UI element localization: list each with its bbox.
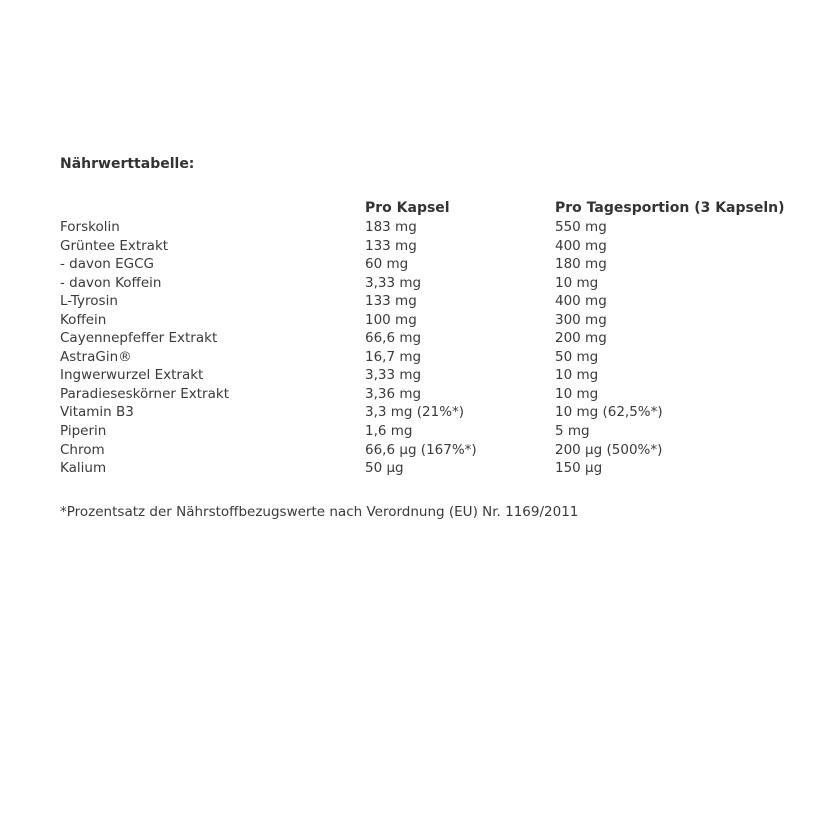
table-row: Vitamin B3 3,3 mg (21%*) 10 mg (62,5%*)	[60, 403, 820, 422]
nutrient-name: Chrom	[60, 441, 105, 458]
nutrient-name: Koffein	[60, 311, 107, 328]
table-row: Ingwerwurzel Extrakt 3,33 mg 10 mg	[60, 366, 820, 385]
table-row: - davon EGCG 60 mg 180 mg	[60, 255, 820, 274]
per-capsule-value: 100 mg	[365, 311, 417, 328]
nutrient-name: Piperin	[60, 423, 107, 440]
per-day-value: 10 mg	[555, 367, 599, 384]
per-capsule-value: 3,33 mg	[365, 274, 422, 291]
nutrient-name: Forskolin	[60, 219, 120, 235]
table-row: L-Tyrosin 133 mg 400 mg	[60, 292, 820, 311]
per-day-value: 10 mg (62,5%*)	[555, 404, 663, 421]
nutrient-name: Paradieseskörner Extrakt	[60, 385, 229, 402]
nutrient-name: - davon Koffein	[60, 274, 162, 291]
table-row: Piperin 1,6 mg 5 mg	[60, 422, 820, 441]
per-day-value: 50 mg	[555, 348, 599, 365]
per-capsule-value: 66,6 µg (167%*)	[365, 441, 477, 458]
per-day-value: 5 mg	[555, 423, 590, 440]
table-row: Paradieseskörner Extrakt 3,36 mg 10 mg	[60, 385, 820, 404]
per-day-value: 300 mg	[555, 311, 607, 328]
per-capsule-value: 50 µg	[365, 460, 404, 477]
column-header-per-capsule: Pro Kapsel	[365, 200, 450, 216]
nutrient-name: L-Tyrosin	[60, 293, 118, 310]
nutrient-name: - davon EGCG	[60, 256, 154, 273]
per-capsule-value: 3,3 mg (21%*)	[365, 404, 465, 421]
table-row: - davon Koffein 3,33 mg 10 mg	[60, 274, 820, 293]
nutrient-name: Kalium	[60, 460, 107, 477]
per-day-value: 10 mg	[555, 274, 599, 291]
per-day-value: 200 mg	[555, 330, 607, 347]
per-day-value: 550 mg	[555, 219, 607, 235]
nutrient-name: AstraGin®	[60, 348, 132, 365]
nutrient-name: Cayennepfeffer Extrakt	[60, 330, 218, 347]
nutrient-name: Ingwerwurzel Extrakt	[60, 367, 204, 384]
nutrition-table: Forskolin 183 mg 550 mg Grüntee Extrakt 133 …	[60, 218, 820, 478]
per-capsule-value: 133 mg	[365, 237, 417, 254]
nutrient-name: Vitamin B3	[60, 404, 134, 421]
per-capsule-value: 183 mg	[365, 219, 417, 235]
table-row: Chrom 66,6 µg (167%*) 200 µg (500%*)	[60, 441, 820, 460]
nutrient-name: Grüntee Extrakt	[60, 237, 169, 254]
table-row: AstraGin® 16,7 mg 50 mg	[60, 348, 820, 367]
table-title: Nährwerttabelle:	[60, 156, 195, 172]
table-row: Cayennepfeffer Extrakt 66,6 mg 200 mg	[60, 329, 820, 348]
per-day-value: 400 mg	[555, 293, 607, 310]
per-capsule-value: 16,7 mg	[365, 348, 422, 365]
per-capsule-value: 66,6 mg	[365, 330, 422, 347]
per-day-value: 10 mg	[555, 385, 599, 402]
table-row: Forskolin 183 mg 550 mg	[60, 218, 820, 237]
table-row: Grüntee Extrakt 133 mg 400 mg	[60, 237, 820, 256]
footnote: *Prozentsatz der Nährstoffbezugswerte na…	[60, 504, 579, 520]
per-day-value: 400 mg	[555, 237, 607, 254]
per-capsule-value: 133 mg	[365, 293, 417, 310]
per-day-value: 200 µg (500%*)	[555, 441, 663, 458]
table-row: Kalium 50 µg 150 µg	[60, 459, 820, 478]
per-capsule-value: 3,36 mg	[365, 385, 422, 402]
per-capsule-value: 60 mg	[365, 256, 409, 273]
per-day-value: 180 mg	[555, 256, 607, 273]
per-capsule-value: 3,33 mg	[365, 367, 422, 384]
column-header-per-day: Pro Tagesportion (3 Kapseln)	[555, 200, 785, 216]
per-day-value: 150 µg	[555, 460, 603, 477]
per-capsule-value: 1,6 mg	[365, 423, 413, 440]
table-row: Koffein 100 mg 300 mg	[60, 311, 820, 330]
